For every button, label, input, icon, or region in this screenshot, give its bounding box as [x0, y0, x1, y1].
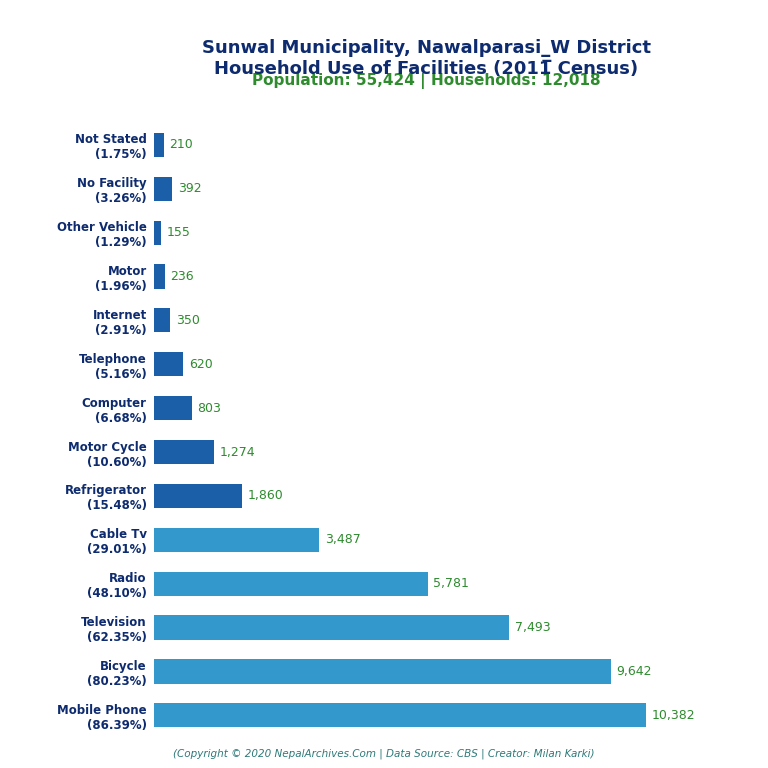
Bar — [154, 703, 646, 727]
Bar — [154, 396, 192, 420]
Bar — [154, 308, 170, 333]
Text: 350: 350 — [176, 314, 200, 327]
Bar — [154, 571, 428, 596]
Bar — [154, 615, 509, 640]
Text: 9,642: 9,642 — [617, 665, 652, 678]
Bar — [154, 220, 161, 245]
Bar — [154, 440, 214, 464]
Text: Population: 55,424 | Households: 12,018: Population: 55,424 | Households: 12,018 — [252, 73, 601, 89]
Bar — [154, 177, 172, 200]
Bar — [154, 528, 319, 552]
Text: 155: 155 — [167, 226, 190, 239]
Text: 620: 620 — [189, 358, 213, 371]
Text: 1,860: 1,860 — [247, 489, 283, 502]
Bar — [154, 484, 242, 508]
Text: 3,487: 3,487 — [325, 533, 360, 546]
Text: 7,493: 7,493 — [515, 621, 550, 634]
Text: (Copyright © 2020 NepalArchives.Com | Data Source: CBS | Creator: Milan Karki): (Copyright © 2020 NepalArchives.Com | Da… — [174, 748, 594, 759]
Title: Sunwal Municipality, Nawalparasi_W District
Household Use of Facilities (2011̅ C: Sunwal Municipality, Nawalparasi_W Distr… — [202, 39, 650, 78]
Bar — [154, 133, 164, 157]
Bar — [154, 660, 611, 684]
Text: 5,781: 5,781 — [433, 578, 469, 590]
Text: 392: 392 — [178, 182, 201, 195]
Text: 210: 210 — [169, 138, 193, 151]
Text: 236: 236 — [170, 270, 194, 283]
Bar — [154, 264, 165, 289]
Text: 10,382: 10,382 — [651, 709, 695, 722]
Text: 803: 803 — [197, 402, 221, 415]
Bar — [154, 353, 183, 376]
Text: 1,274: 1,274 — [220, 445, 255, 458]
